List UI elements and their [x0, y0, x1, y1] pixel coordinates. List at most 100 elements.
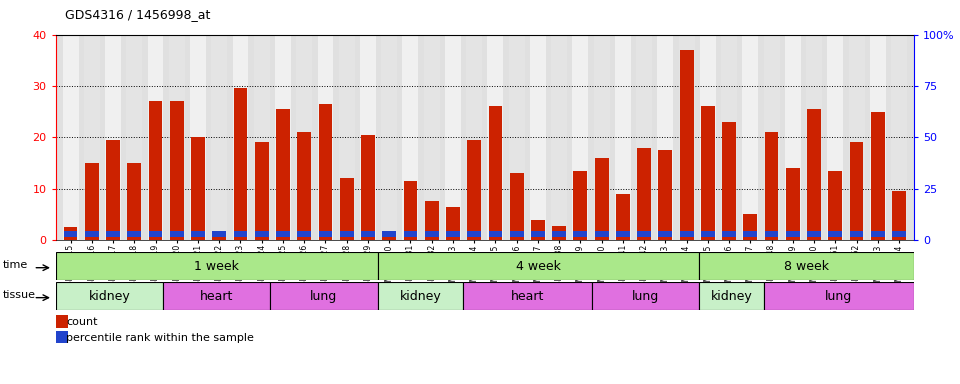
- Bar: [765, 132, 779, 240]
- Bar: [468, 140, 481, 240]
- Bar: [319, 231, 332, 237]
- Bar: [849, 35, 865, 240]
- Text: kidney: kidney: [710, 290, 753, 303]
- Bar: [679, 35, 695, 240]
- Bar: [742, 35, 758, 240]
- Bar: [701, 106, 715, 240]
- Text: 1 week: 1 week: [194, 260, 239, 273]
- Bar: [253, 35, 270, 240]
- Text: kidney: kidney: [399, 290, 442, 303]
- Bar: [722, 231, 736, 237]
- Bar: [807, 109, 821, 240]
- Bar: [254, 142, 269, 240]
- Bar: [680, 231, 693, 237]
- Bar: [297, 35, 312, 240]
- Bar: [892, 191, 906, 240]
- Bar: [573, 170, 588, 240]
- Text: heart: heart: [200, 290, 233, 303]
- Bar: [211, 35, 228, 240]
- Bar: [468, 231, 481, 237]
- Bar: [593, 35, 610, 240]
- Text: 8 week: 8 week: [784, 260, 829, 273]
- Bar: [701, 231, 715, 237]
- Bar: [148, 35, 163, 240]
- Bar: [382, 234, 396, 240]
- Bar: [56, 252, 377, 280]
- Bar: [892, 231, 906, 237]
- Bar: [382, 231, 396, 237]
- Bar: [850, 142, 863, 240]
- Text: 4 week: 4 week: [516, 260, 561, 273]
- Bar: [149, 231, 162, 237]
- Bar: [170, 101, 183, 240]
- Bar: [743, 214, 757, 240]
- Bar: [592, 282, 699, 310]
- Bar: [149, 101, 162, 240]
- Bar: [163, 282, 271, 310]
- Bar: [595, 231, 609, 237]
- Bar: [340, 178, 353, 240]
- Bar: [63, 227, 78, 240]
- Bar: [381, 35, 397, 240]
- Bar: [743, 231, 757, 237]
- Bar: [56, 35, 914, 240]
- Bar: [828, 231, 842, 237]
- Text: count: count: [66, 317, 98, 327]
- Bar: [806, 35, 822, 240]
- Bar: [62, 35, 79, 240]
- Bar: [785, 35, 801, 240]
- Bar: [232, 35, 249, 240]
- Bar: [637, 231, 651, 237]
- Bar: [699, 252, 914, 280]
- Bar: [361, 231, 374, 237]
- Text: percentile rank within the sample: percentile rank within the sample: [66, 333, 254, 343]
- Bar: [56, 331, 67, 343]
- Bar: [191, 137, 204, 240]
- Bar: [84, 231, 99, 237]
- Bar: [637, 147, 651, 240]
- Bar: [128, 231, 141, 237]
- Bar: [659, 231, 672, 237]
- Bar: [699, 282, 764, 310]
- Bar: [318, 35, 333, 240]
- Bar: [616, 231, 630, 237]
- Text: GDS4316 / 1456998_at: GDS4316 / 1456998_at: [65, 8, 210, 21]
- Bar: [169, 35, 184, 240]
- Bar: [551, 35, 567, 240]
- Text: time: time: [3, 260, 28, 270]
- Bar: [489, 106, 502, 240]
- Bar: [595, 158, 609, 240]
- Bar: [128, 163, 141, 240]
- Bar: [424, 231, 439, 237]
- Bar: [850, 231, 863, 237]
- Text: kidney: kidney: [88, 290, 131, 303]
- Bar: [616, 194, 630, 240]
- Bar: [361, 135, 374, 240]
- Bar: [233, 231, 248, 237]
- Bar: [446, 231, 460, 237]
- Bar: [107, 140, 120, 240]
- Bar: [212, 231, 227, 237]
- Bar: [464, 282, 592, 310]
- Bar: [870, 35, 886, 240]
- Bar: [424, 202, 439, 240]
- Bar: [127, 35, 142, 240]
- Bar: [271, 282, 377, 310]
- Bar: [377, 282, 464, 310]
- Bar: [658, 35, 673, 240]
- Bar: [191, 231, 204, 237]
- Bar: [298, 231, 311, 237]
- Bar: [403, 231, 418, 237]
- Bar: [446, 207, 460, 240]
- Bar: [807, 231, 821, 237]
- Bar: [552, 226, 566, 240]
- Bar: [360, 35, 376, 240]
- Bar: [423, 35, 440, 240]
- Bar: [233, 88, 248, 240]
- Bar: [700, 35, 716, 240]
- Bar: [254, 231, 269, 237]
- Bar: [572, 35, 588, 240]
- Bar: [891, 35, 907, 240]
- Bar: [488, 35, 503, 240]
- Text: lung: lung: [310, 290, 338, 303]
